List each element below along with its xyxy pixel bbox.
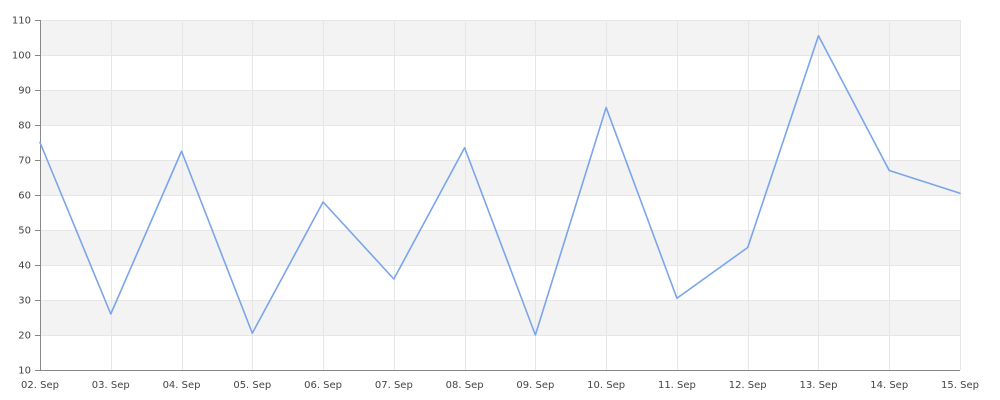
x-tick-label: 10. Sep: [587, 380, 625, 391]
data-point[interactable]: [957, 190, 963, 196]
y-tick-label: 70: [18, 156, 31, 167]
y-tick-label: 40: [18, 261, 31, 272]
y-tick-label: 90: [18, 86, 31, 97]
y-tick-label: 110: [12, 16, 31, 27]
data-point[interactable]: [320, 199, 326, 205]
plot-bands: [40, 20, 960, 335]
plot-band: [40, 20, 960, 55]
data-point[interactable]: [108, 311, 114, 317]
y-tick-label: 60: [18, 191, 31, 202]
horizontal-gridlines: [40, 20, 960, 336]
data-point[interactable]: [886, 168, 892, 174]
x-tick-label: 14. Sep: [870, 380, 908, 391]
plot-band: [40, 160, 960, 195]
x-tick-label: 12. Sep: [729, 380, 767, 391]
axes: [35, 20, 960, 371]
series-line: [39, 34, 961, 336]
x-tick-label: 05. Sep: [233, 380, 271, 391]
data-point[interactable]: [674, 295, 680, 301]
x-tick-label: 03. Sep: [92, 380, 130, 391]
y-tick-label: 100: [12, 51, 31, 62]
y-tick-label: 50: [18, 226, 31, 237]
data-point[interactable]: [815, 33, 821, 39]
data-point[interactable]: [179, 148, 185, 154]
y-tick-label: 10: [18, 366, 31, 377]
plot-band: [40, 230, 960, 265]
x-tick-label: 07. Sep: [375, 380, 413, 391]
data-point[interactable]: [603, 105, 609, 111]
data-point[interactable]: [391, 276, 397, 282]
x-tick-label: 11. Sep: [658, 380, 696, 391]
y-tick-label: 20: [18, 331, 31, 342]
x-tick-label: 04. Sep: [163, 380, 201, 391]
x-tick-label: 09. Sep: [516, 380, 554, 391]
data-point[interactable]: [532, 332, 538, 338]
x-axis-tick-labels: 02. Sep 03. Sep 04. Sep 05. Sep 06. Sep 07. S…: [21, 380, 979, 391]
y-tick-label: 80: [18, 121, 31, 132]
y-tick-label: 30: [18, 296, 31, 307]
data-point[interactable]: [745, 245, 751, 251]
series-group: [37, 33, 963, 338]
x-tick-label: 15. Sep: [941, 380, 979, 391]
vertical-gridlines: [111, 20, 961, 370]
y-axis-tick-labels: 10 20 30 40 50 60 70 80 90 100 110: [12, 16, 31, 377]
x-tick-label: 13. Sep: [799, 380, 837, 391]
data-point[interactable]: [37, 140, 43, 146]
plot-band: [40, 90, 960, 125]
x-tick-label: 06. Sep: [304, 380, 342, 391]
data-point[interactable]: [249, 330, 255, 336]
plot-band: [40, 300, 960, 335]
x-tick-label: 02. Sep: [21, 380, 59, 391]
data-point[interactable]: [462, 145, 468, 151]
x-tick-label: 08. Sep: [446, 380, 484, 391]
